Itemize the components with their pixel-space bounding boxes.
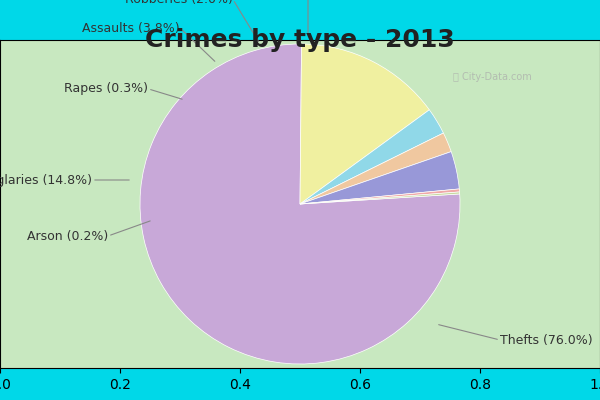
- Text: Crimes by type - 2013: Crimes by type - 2013: [145, 28, 455, 52]
- Text: Robberies (2.0%): Robberies (2.0%): [125, 0, 233, 6]
- Text: Assaults (3.8%): Assaults (3.8%): [82, 22, 180, 34]
- Text: Thefts (76.0%): Thefts (76.0%): [500, 334, 593, 346]
- Wedge shape: [300, 44, 430, 204]
- Wedge shape: [140, 44, 460, 364]
- Text: 🏙 City-Data.com: 🏙 City-Data.com: [452, 72, 532, 82]
- Wedge shape: [300, 192, 460, 204]
- Text: Rapes (0.3%): Rapes (0.3%): [64, 82, 148, 95]
- Text: Arson (0.2%): Arson (0.2%): [27, 230, 108, 242]
- Wedge shape: [300, 110, 443, 204]
- Wedge shape: [300, 152, 459, 204]
- Wedge shape: [300, 189, 460, 204]
- Wedge shape: [300, 133, 451, 204]
- Text: Burglaries (14.8%): Burglaries (14.8%): [0, 174, 92, 186]
